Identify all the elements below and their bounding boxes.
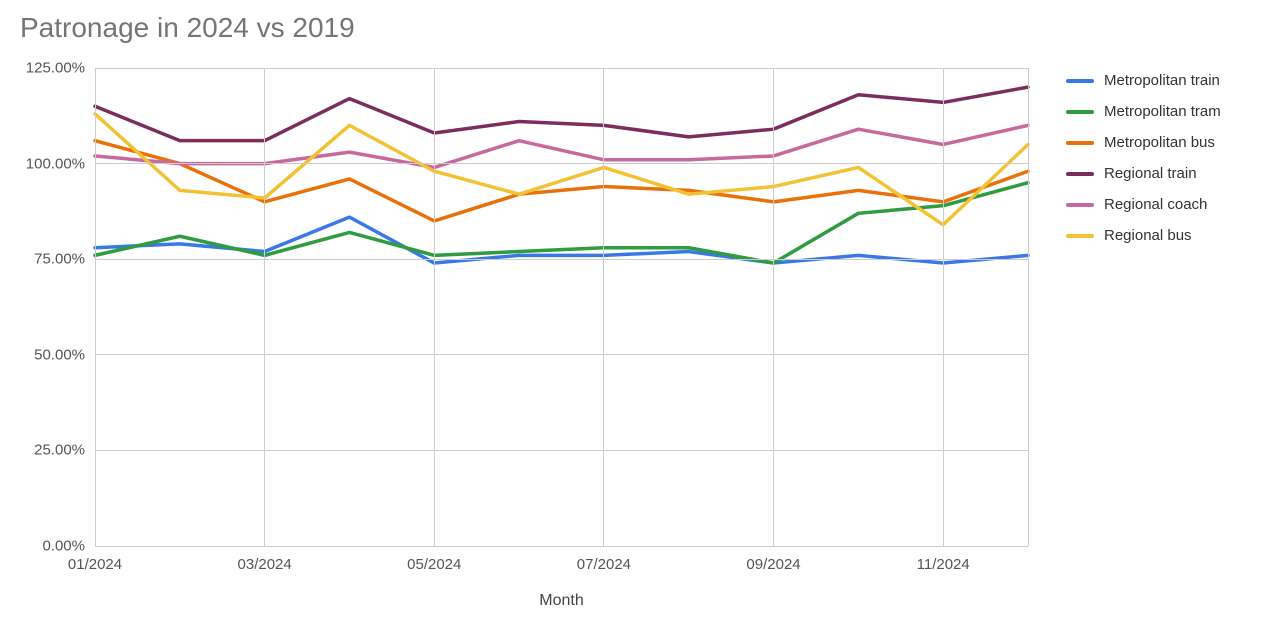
x-tick-label: 05/2024: [407, 546, 461, 573]
series-line: [95, 114, 1028, 225]
legend-label: Regional train: [1104, 165, 1197, 182]
grid-line-vertical: [943, 68, 944, 546]
legend-item: Metropolitan bus: [1066, 134, 1221, 151]
legend-swatch: [1066, 234, 1094, 238]
y-tick-label: 25.00%: [34, 442, 95, 459]
grid-line-vertical: [264, 68, 265, 546]
legend-label: Metropolitan train: [1104, 72, 1220, 89]
grid-line-vertical: [603, 68, 604, 546]
legend-label: Metropolitan bus: [1104, 134, 1215, 151]
y-tick-label: 100.00%: [26, 155, 95, 172]
plot-area: 0.00%25.00%50.00%75.00%100.00%125.00%01/…: [95, 68, 1028, 546]
lines-layer: [95, 68, 1028, 546]
y-tick-label: 75.00%: [34, 251, 95, 268]
chart-container: Patronage in 2024 vs 2019 0.00%25.00%50.…: [0, 0, 1280, 644]
grid-line-horizontal: [95, 354, 1028, 355]
legend-swatch: [1066, 172, 1094, 176]
grid-line-horizontal: [95, 163, 1028, 164]
legend-label: Regional coach: [1104, 196, 1207, 213]
legend-item: Metropolitan train: [1066, 72, 1221, 89]
y-tick-label: 125.00%: [26, 60, 95, 77]
legend-item: Regional coach: [1066, 196, 1221, 213]
x-tick-label: 11/2024: [917, 546, 970, 573]
y-tick-label: 50.00%: [34, 346, 95, 363]
legend: Metropolitan train Metropolitan tram Metro…: [1066, 72, 1221, 258]
grid-line-vertical: [434, 68, 435, 546]
series-line: [95, 217, 1028, 263]
chart-title: Patronage in 2024 vs 2019: [20, 12, 355, 44]
grid-line-vertical: [95, 68, 96, 546]
legend-swatch: [1066, 79, 1094, 83]
grid-line-horizontal: [95, 450, 1028, 451]
x-tick-label: 03/2024: [238, 546, 292, 573]
legend-label: Regional bus: [1104, 227, 1192, 244]
grid-line-horizontal: [95, 546, 1028, 547]
grid-line-horizontal: [95, 68, 1028, 69]
legend-label: Metropolitan tram: [1104, 103, 1221, 120]
x-tick-label: 09/2024: [746, 546, 800, 573]
x-tick-label: 01/2024: [68, 546, 122, 573]
grid-line-vertical: [1028, 68, 1029, 546]
grid-line-vertical: [773, 68, 774, 546]
series-line: [95, 87, 1028, 141]
legend-swatch: [1066, 203, 1094, 207]
legend-item: Regional train: [1066, 165, 1221, 182]
legend-swatch: [1066, 141, 1094, 145]
grid-line-horizontal: [95, 259, 1028, 260]
legend-swatch: [1066, 110, 1094, 114]
x-axis-title: Month: [539, 592, 583, 610]
legend-item: Metropolitan tram: [1066, 103, 1221, 120]
x-tick-label: 07/2024: [577, 546, 631, 573]
series-line: [95, 125, 1028, 167]
legend-item: Regional bus: [1066, 227, 1221, 244]
